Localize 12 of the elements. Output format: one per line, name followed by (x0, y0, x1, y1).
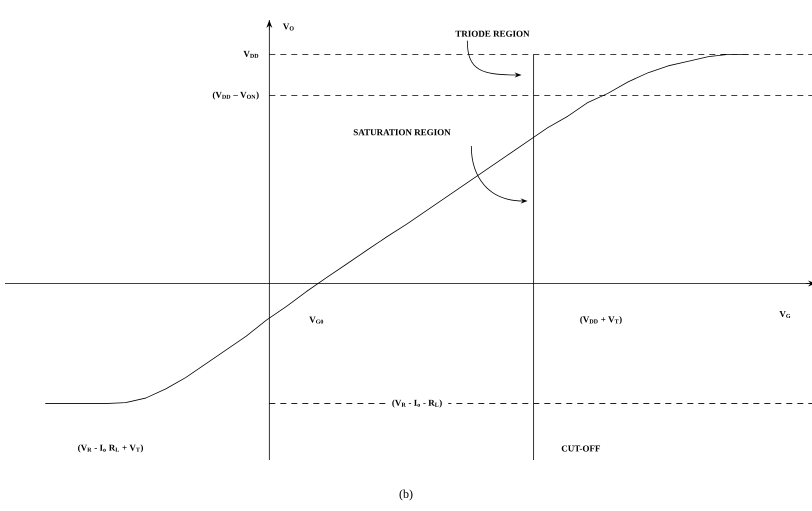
ref-line-label: (V$_{R}$ - I$_{o}$ - R$_{L}$) (392, 399, 442, 408)
annotation: V$_{G0}$ (309, 316, 324, 324)
annotation: (V$_{DD}$ + V$_{T}$) (580, 316, 622, 324)
ref-line-label: V$_{DD}$ (244, 50, 258, 58)
text: (V$_{R}$ - I$_{o}$ R$_{L}$ + V$_{T}$) (78, 444, 143, 453)
text: (b) (400, 490, 412, 500)
ref-line-label: (V$_{DD}$ – V$_{ON}$) (212, 92, 259, 100)
annotation: SATURATION REGION (354, 129, 451, 136)
text: CUT-OFF (562, 445, 600, 452)
x-axis-title: V$_{G}$ (779, 311, 790, 318)
text: TRIODE REGION (455, 30, 530, 37)
y-axis-title: V$_{O}$ (282, 24, 294, 30)
